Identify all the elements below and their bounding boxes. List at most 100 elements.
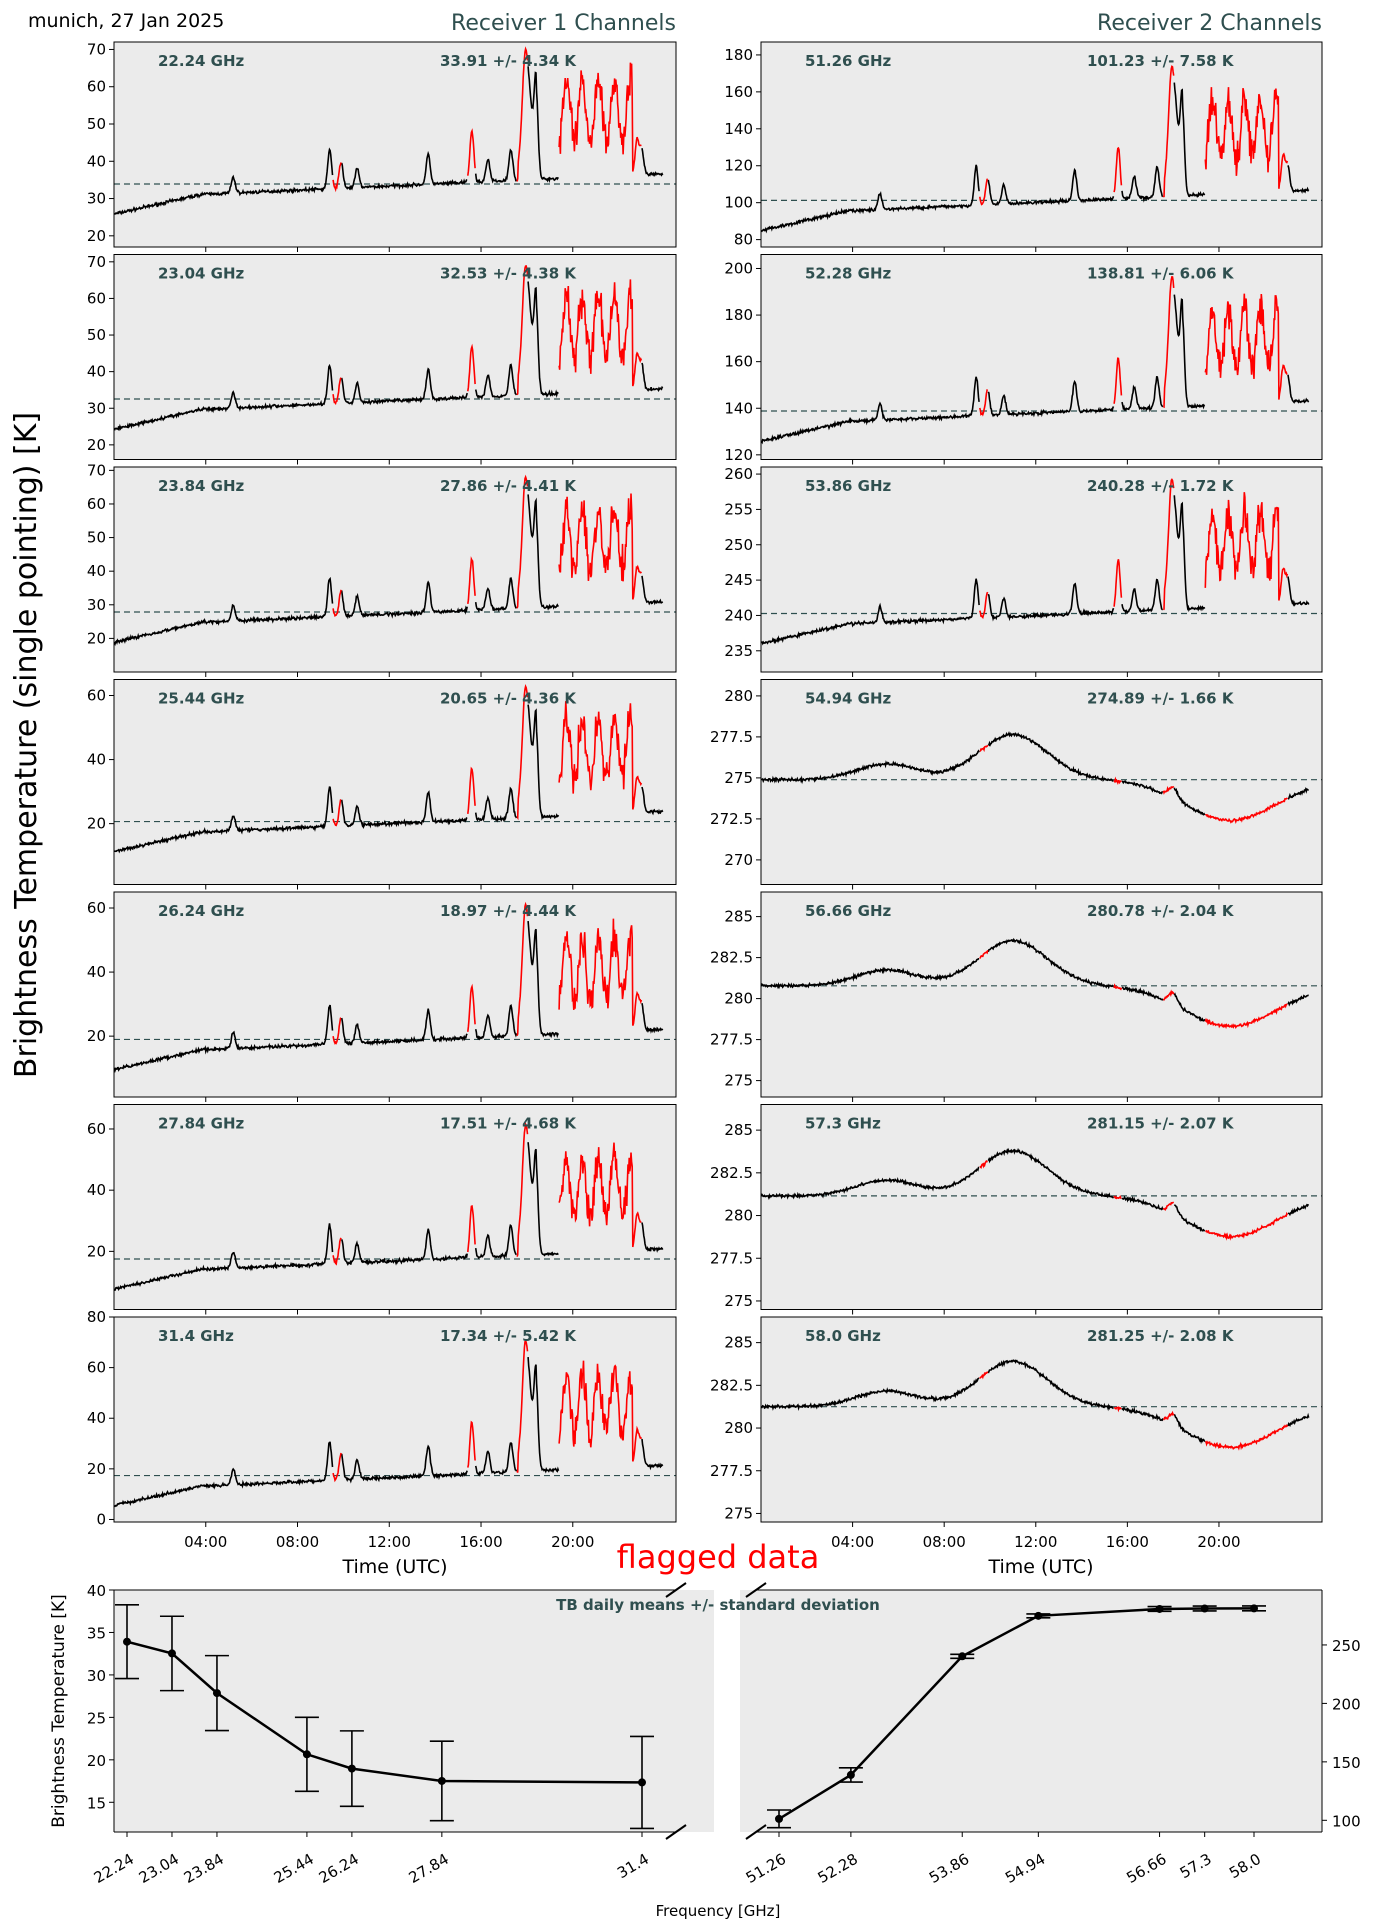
channel-label: 51.26 GHz (805, 52, 892, 70)
y-tick-label: 120 (724, 157, 753, 175)
brightness-trace (760, 294, 1310, 445)
axis-break-mark (745, 1582, 767, 1598)
y-tick-label: 250 (1332, 1637, 1361, 1655)
flagged-trace (979, 1159, 1289, 1241)
channel-stats: 240.28 +/- 1.72 K (1087, 477, 1235, 495)
panel-background (761, 254, 1322, 460)
channel-label: 26.24 GHz (158, 902, 245, 920)
y-tick-label: 35 (87, 1624, 106, 1642)
y-tick-label: 50 (87, 529, 106, 547)
y-tick-label: 240 (724, 606, 753, 624)
panel-background (114, 467, 676, 672)
y-tick-label: 282.5 (710, 949, 753, 967)
brightness-trace (113, 494, 664, 647)
frequency-tick-label: 52.28 (815, 1850, 861, 1887)
y-tick-label: 40 (87, 562, 106, 580)
frequency-tick-label: 57.3 (1177, 1850, 1215, 1882)
y-tick-label: 275 (724, 1072, 753, 1090)
channel-label: 31.4 GHz (158, 1327, 234, 1345)
axis-break-mark (665, 1582, 687, 1598)
y-tick-label: 250 (724, 536, 753, 554)
y-tick-label: 100 (1332, 1812, 1361, 1830)
y-tick-label: 50 (87, 326, 106, 344)
receiver2-mean-line (778, 1607, 1255, 1820)
channel-stats: 101.23 +/- 7.58 K (1087, 52, 1235, 70)
frequency-tick-label: 51.26 (743, 1850, 789, 1887)
frequency-tick-label: 31.4 (614, 1850, 652, 1882)
time-xlabel-right: Time (UTC) (987, 1556, 1093, 1578)
channel-stats: 17.51 +/- 4.68 K (440, 1115, 577, 1133)
panel-frame (760, 254, 1323, 460)
panel-54-94-ghz: 270 272.5 275 277.5 280 54.94 GHz 274.89 +/- 1… (710, 679, 1323, 890)
y-tick-label: 80 (734, 231, 753, 249)
panel-background (114, 892, 676, 1097)
y-tick-label: 260 (724, 465, 753, 483)
panel-25-44-ghz: 20 40 60 25.44 GHz 20.65 +/- 4.36 K (87, 679, 677, 890)
channel-label: 23.04 GHz (158, 265, 245, 283)
brightness-trace (114, 1142, 664, 1292)
channel-stats: 280.78 +/- 2.04 K (1087, 902, 1235, 920)
channel-stats: 281.15 +/- 2.07 K (1087, 1115, 1235, 1133)
brightness-trace (760, 82, 1310, 234)
panel-frame (113, 466, 677, 673)
panel-frame (760, 679, 1323, 885)
receiver2-title: Receiver 2 Channels (1097, 11, 1322, 36)
y-tick-label: 40 (87, 1181, 106, 1199)
y-tick-label: 282.5 (710, 1376, 753, 1394)
panel-31-4-ghz: 0 20 40 60 80 31.4 GHz 17.34 +/- 5.42 K (87, 1308, 677, 1528)
y-tick-label: 270 (724, 851, 753, 869)
y-tick-label: 285 (724, 1121, 753, 1139)
y-tick-label: 120 (724, 446, 753, 464)
time-tick-label: 12:00 (1014, 1533, 1057, 1551)
y-tick-label: 70 (87, 253, 106, 271)
time-xlabel-left: Time (UTC) (341, 1556, 447, 1578)
time-tick-label: 04:00 (831, 1533, 874, 1551)
panel-56-66-ghz: 275 277.5 280 282.5 285 56.66 GHz 280.78 +/- 2… (710, 891, 1323, 1102)
time-tick-label: 16:00 (459, 1533, 502, 1551)
panel-frame (113, 41, 677, 248)
panel-background (761, 1317, 1322, 1522)
flagged-trace (332, 1121, 642, 1266)
frequency-tick-label: 54.94 (1002, 1850, 1048, 1887)
y-tick-label: 160 (724, 353, 753, 371)
y-tick-label: 40 (87, 963, 106, 981)
y-tick-label: 280 (724, 687, 753, 705)
brightness-trace (113, 921, 664, 1074)
brightness-trace (113, 704, 664, 854)
panel-frame (760, 41, 1323, 248)
flagged-trace (979, 478, 1289, 619)
y-tick-label: 20 (87, 1460, 106, 1478)
channel-stats: 281.25 +/- 2.08 K (1087, 1327, 1235, 1345)
panel-frame (113, 891, 677, 1098)
y-tick-label: 282.5 (710, 1164, 753, 1182)
y-tick-label: 277.5 (710, 1462, 753, 1480)
panel-22-24-ghz: 20 30 40 50 60 70 22.24 GHz 33.91 +/- 4.34 K (87, 40, 677, 252)
brightness-trace (113, 66, 664, 216)
y-tick-label: 40 (87, 751, 106, 769)
y-tick-label: 20 (87, 227, 106, 245)
panel-51-26-ghz: 80 100 120 140 160 180 51.26 GHz 101.23 +/- 7.5… (724, 41, 1323, 252)
channel-label: 57.3 GHz (805, 1115, 881, 1133)
y-tick-label: 150 (1332, 1754, 1361, 1772)
summary-left-area (114, 1590, 714, 1832)
brightness-trace (113, 281, 664, 432)
summary-right-area (740, 1590, 1322, 1832)
y-tick-label: 100 (724, 194, 753, 212)
channel-stats: 17.34 +/- 5.42 K (440, 1327, 577, 1345)
y-tick-label: 280 (724, 1419, 753, 1437)
frequency-tick-label: 56.66 (1123, 1850, 1169, 1887)
y-tick-label: 80 (87, 1308, 106, 1326)
frequency-tick-label: 23.04 (136, 1850, 182, 1887)
panel-frame (113, 1316, 677, 1523)
receiver1-title: Receiver 1 Channels (451, 11, 676, 36)
brightness-trace (760, 937, 1309, 1022)
panel-background (114, 1317, 676, 1522)
channel-stats: 27.86 +/- 4.41 K (440, 477, 577, 495)
y-tick-label: 30 (87, 1667, 106, 1685)
axis-break-mark (745, 1824, 767, 1840)
channel-label: 22.24 GHz (158, 52, 245, 70)
panel-frame (113, 254, 677, 460)
y-tick-label: 200 (1332, 1695, 1361, 1713)
axis-break-mark (665, 1824, 687, 1840)
y-tick-label: 70 (87, 40, 106, 58)
